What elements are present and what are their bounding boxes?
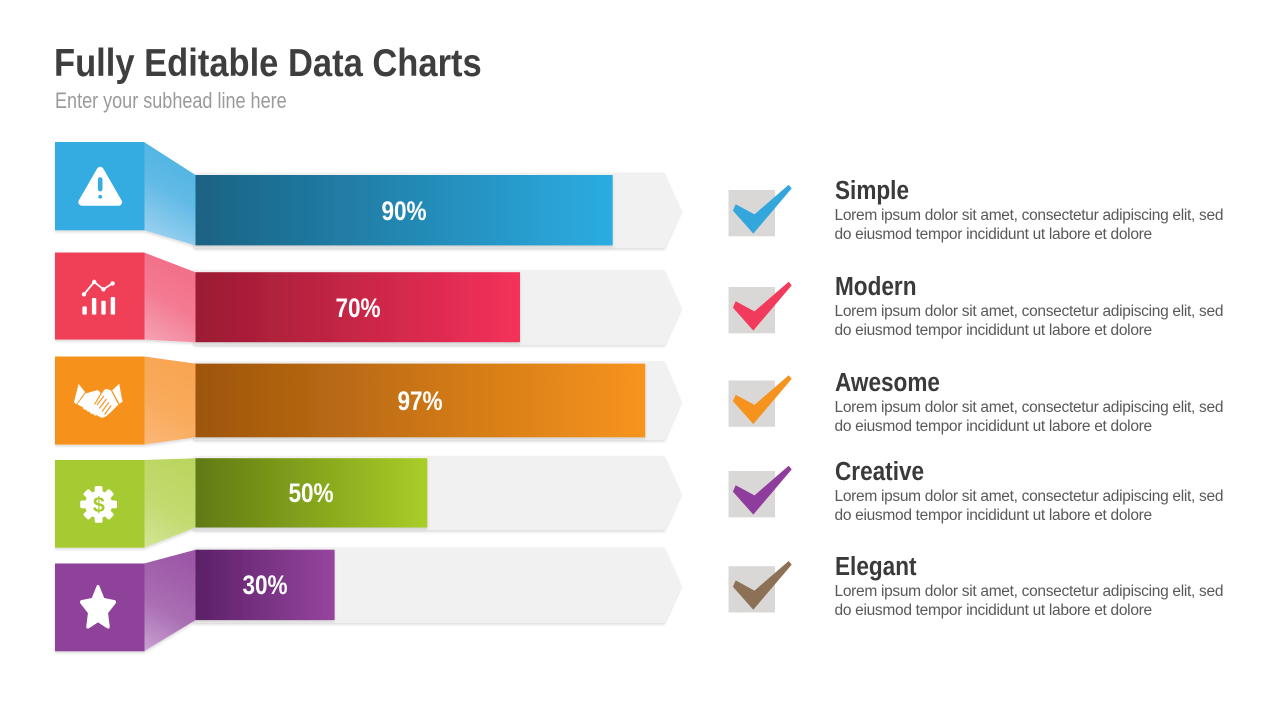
svg-text:$: $ (93, 493, 105, 517)
